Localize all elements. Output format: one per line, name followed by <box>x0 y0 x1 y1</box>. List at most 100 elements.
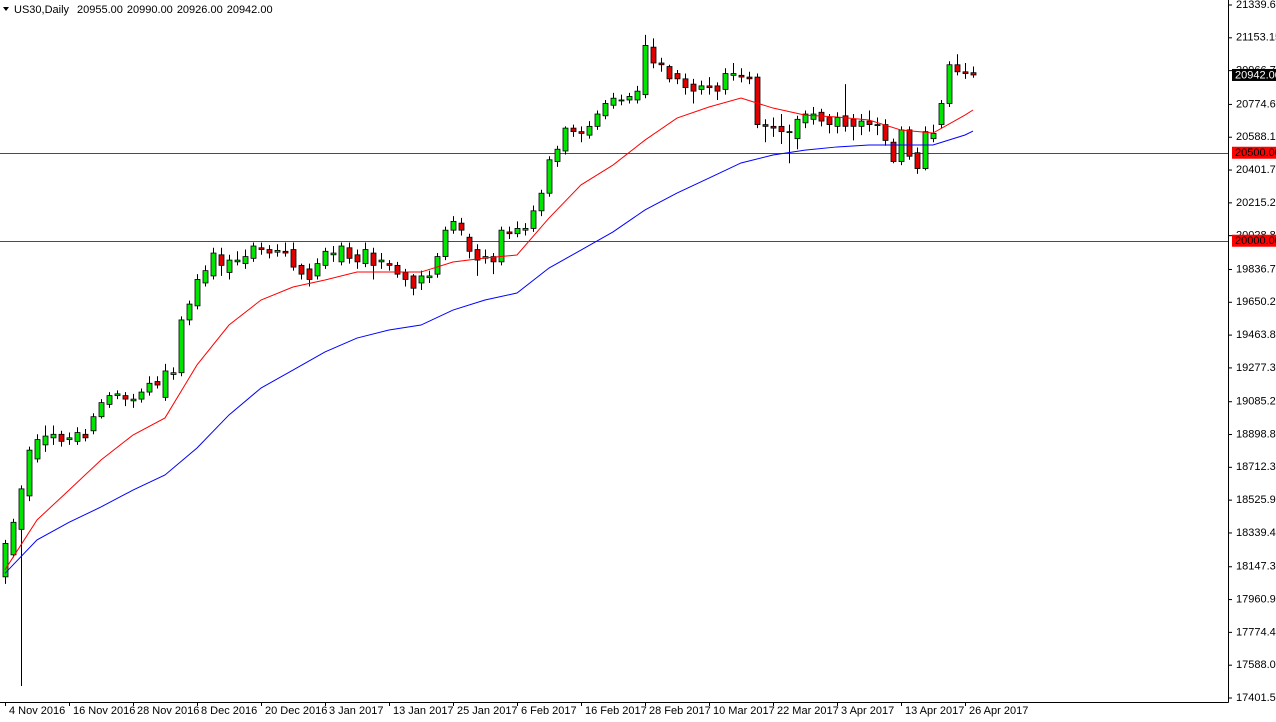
candle-body <box>250 245 257 259</box>
candle-body <box>930 132 937 140</box>
candle-body <box>746 76 753 80</box>
x-tick-label: 3 Jan 2017 <box>329 705 383 717</box>
candle-body <box>298 264 305 275</box>
candle-body <box>274 250 281 253</box>
candle-body <box>82 433 89 439</box>
candle-body <box>330 252 337 256</box>
current-price-label: 20942.00 <box>1235 69 1276 81</box>
candle-body <box>170 372 177 375</box>
candle-body <box>922 131 929 169</box>
y-tick-label: 17960.90 <box>1236 593 1276 605</box>
candle-body <box>546 159 553 194</box>
menu-triangle[interactable] <box>3 7 9 11</box>
candle-body <box>282 250 289 254</box>
candle-body <box>626 96 633 101</box>
x-tick-label: 13 Jan 2017 <box>393 705 454 717</box>
candle-body <box>10 521 17 556</box>
candle-body <box>850 118 857 127</box>
y-tick-label: 18147.35 <box>1236 561 1276 573</box>
candle-body <box>218 254 225 266</box>
candle-body <box>554 148 561 162</box>
symbol-title: US30,Daily <box>14 4 70 16</box>
x-tick-label: 26 Apr 2017 <box>969 705 1028 717</box>
moving-average <box>4 130 974 574</box>
candle-body <box>962 71 969 74</box>
candle-body <box>458 222 465 231</box>
candle-body <box>954 64 961 73</box>
high-label: 20990.00 <box>127 4 173 16</box>
y-tick-label: 21339.60 <box>1236 0 1276 11</box>
y-tick-label: 20588.15 <box>1236 131 1276 143</box>
candle-body <box>130 398 137 402</box>
y-tick-label: 20774.60 <box>1236 98 1276 110</box>
y-tick-label: 18898.80 <box>1236 428 1276 440</box>
candle-body <box>754 76 761 125</box>
candle-body <box>90 416 97 432</box>
x-tick-label: 20 Dec 2016 <box>265 705 327 717</box>
candle-body <box>354 254 361 263</box>
candle-body <box>2 543 9 578</box>
candle-body <box>442 229 449 257</box>
candle-body <box>194 279 201 307</box>
candle-body <box>258 247 265 250</box>
y-tick-label: 17588.00 <box>1236 659 1276 671</box>
open-label: 20955.00 <box>77 4 123 16</box>
x-tick-label: 28 Feb 2017 <box>649 705 711 717</box>
candle-body <box>242 256 249 265</box>
candle-body <box>234 259 241 263</box>
candle-body <box>202 270 209 284</box>
candle-body <box>970 72 977 76</box>
candle-body <box>154 381 161 386</box>
candle-body <box>74 432 81 442</box>
candle-body <box>226 259 233 273</box>
x-tick-label: 16 Feb 2017 <box>585 705 647 717</box>
y-tick-label: 19463.80 <box>1236 329 1276 341</box>
candle-body <box>858 120 865 127</box>
candle-body <box>50 433 57 439</box>
y-tick-label: 21153.15 <box>1236 32 1276 44</box>
candle-body <box>114 393 121 396</box>
candle-body <box>26 449 33 497</box>
candle-body <box>658 62 665 66</box>
candle-body <box>938 103 945 125</box>
candle-body <box>138 391 145 400</box>
candle-body <box>402 272 409 280</box>
candle-body <box>474 249 481 261</box>
candle-body <box>890 141 897 162</box>
candle-body <box>490 256 497 263</box>
x-tick-label: 25 Jan 2017 <box>457 705 518 717</box>
hline-price-label: 20000.00 <box>1235 235 1276 247</box>
candle-body <box>58 433 65 442</box>
candle-body <box>826 117 833 125</box>
candle-body <box>578 131 585 134</box>
candle-body <box>378 259 385 263</box>
hline-price-box <box>1232 234 1276 247</box>
x-tick-label: 3 Apr 2017 <box>841 705 894 717</box>
candle-body <box>690 83 697 92</box>
y-tick-label: 19277.35 <box>1236 362 1276 374</box>
candle-body <box>706 85 713 89</box>
hline-price-label: 20500.00 <box>1235 147 1276 159</box>
candle-body <box>18 488 25 530</box>
candle-body <box>426 275 433 279</box>
candle-body <box>730 73 737 76</box>
candle-body <box>466 236 473 252</box>
candle-body <box>538 192 545 212</box>
candle-body <box>722 73 729 90</box>
candle-body <box>186 303 193 321</box>
y-tick-label: 19836.70 <box>1236 263 1276 275</box>
candle-body <box>906 129 913 157</box>
candle-body <box>794 118 801 140</box>
candle-body <box>42 435 49 446</box>
x-tick-label: 16 Nov 2016 <box>73 705 135 717</box>
candle-body <box>498 229 505 263</box>
candle-body <box>178 319 185 374</box>
candle-body <box>898 129 905 162</box>
candle-body <box>666 66 673 80</box>
candle-body <box>946 64 953 104</box>
x-tick-label: 28 Nov 2016 <box>137 705 199 717</box>
candle-body <box>514 228 521 235</box>
candle-body <box>874 124 881 126</box>
